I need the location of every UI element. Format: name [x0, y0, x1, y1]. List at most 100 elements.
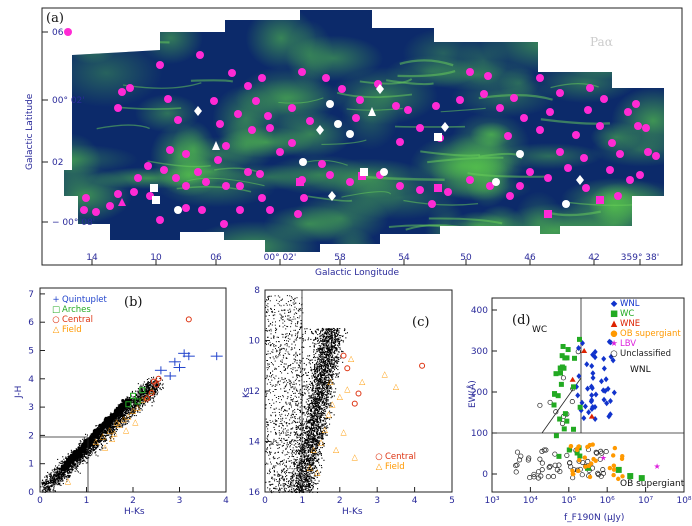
b-field-star — [143, 389, 145, 391]
c-field-star — [308, 473, 310, 475]
b-field-star — [64, 472, 66, 474]
b-field-star — [123, 415, 125, 417]
b-field-star — [57, 467, 59, 469]
b-field-star — [152, 392, 154, 394]
b-field-star — [86, 452, 88, 454]
c-field-star — [339, 337, 341, 339]
b-field-star — [130, 410, 132, 412]
b-field-star — [124, 424, 126, 426]
b-field-star — [144, 399, 146, 401]
b-field-star — [56, 469, 58, 471]
b-field-star — [57, 480, 59, 482]
b-field-star — [119, 416, 121, 418]
b-field-star — [113, 426, 115, 428]
b-field-star — [87, 454, 89, 456]
b-field-star — [123, 410, 125, 412]
c-field-star — [340, 335, 342, 337]
b-field-star — [52, 480, 54, 482]
b-field-star — [120, 419, 122, 421]
b-field-star — [107, 434, 109, 436]
b-field-star — [55, 478, 57, 480]
gas-filament — [214, 167, 261, 174]
b-y-tick-label: 0 — [28, 488, 34, 498]
b-field-star — [136, 410, 138, 412]
gas-filament — [186, 177, 265, 187]
magenta-source — [556, 89, 564, 97]
b-field-star — [107, 430, 109, 432]
c-field-star — [322, 338, 324, 340]
c-field-star — [302, 459, 304, 461]
b-field-star — [99, 449, 101, 451]
b-field-star — [71, 466, 73, 468]
gas-filament — [397, 69, 456, 78]
c-field-star — [307, 387, 309, 389]
b-field-star — [105, 434, 107, 436]
c-field-star — [293, 486, 295, 488]
c-field-star — [311, 440, 313, 442]
b-field-star — [140, 393, 142, 395]
b-field-star — [54, 490, 56, 492]
b-field-star — [122, 415, 124, 417]
b-field-star-dense — [75, 451, 80, 455]
b-field-star — [112, 432, 114, 434]
c-field-star — [316, 398, 318, 400]
b-field-star — [139, 404, 141, 406]
b-field-star — [79, 463, 81, 465]
magenta-source — [234, 110, 242, 118]
b-field-star — [91, 445, 93, 447]
magenta-triangle-source — [118, 198, 126, 206]
b-field-star — [118, 418, 120, 420]
magenta-source — [582, 184, 590, 192]
magenta-source — [428, 200, 436, 208]
b-field-star — [114, 408, 116, 410]
c-field-star — [323, 398, 325, 400]
magenta-source — [572, 131, 580, 139]
c-field-star — [316, 401, 318, 403]
b-field-star — [61, 476, 63, 478]
b-field-star — [66, 478, 68, 480]
b-field-star — [102, 432, 104, 434]
magenta-source — [614, 192, 622, 200]
white-square-source — [434, 133, 442, 141]
b-field-star — [114, 432, 116, 434]
b-field-star — [50, 480, 52, 482]
b-field-star — [56, 476, 58, 478]
b-field-star — [52, 475, 54, 477]
c-field-star — [324, 397, 326, 399]
c-field-star — [312, 362, 314, 364]
b-field-star — [153, 381, 155, 383]
b-field-star — [52, 484, 54, 486]
b-field-star — [102, 433, 104, 435]
gas-filament — [96, 124, 150, 130]
c-field-star — [331, 369, 333, 371]
c-field-star — [319, 338, 321, 340]
b-field-star — [108, 427, 110, 429]
c-field-star — [339, 344, 341, 346]
b-field-star — [82, 456, 84, 458]
magenta-source — [608, 139, 616, 147]
b-field-star — [88, 446, 90, 448]
b-field-star — [145, 385, 147, 387]
b-field-star — [47, 482, 49, 484]
b-field-star — [131, 398, 133, 400]
magenta-source — [536, 126, 544, 134]
b-field-star — [117, 423, 119, 425]
gas-cloud — [495, 142, 603, 170]
b-field-star — [86, 434, 88, 436]
b-field-star — [156, 394, 158, 396]
c-field-star — [311, 460, 313, 462]
b-field-star — [84, 454, 86, 456]
b-x-tick-label: 1 — [84, 496, 90, 506]
b-field-star — [98, 441, 100, 443]
magenta-source — [160, 166, 168, 174]
b-field-star — [85, 453, 87, 455]
b-field-point: △ — [132, 417, 139, 426]
b-field-star — [60, 471, 62, 473]
b-field-star — [126, 418, 128, 420]
b-field-star — [101, 447, 103, 449]
b-field-star — [129, 397, 131, 399]
b-field-star — [62, 474, 64, 476]
b-field-star — [88, 452, 90, 454]
b-field-star — [110, 433, 112, 435]
c-field-star — [296, 446, 298, 448]
